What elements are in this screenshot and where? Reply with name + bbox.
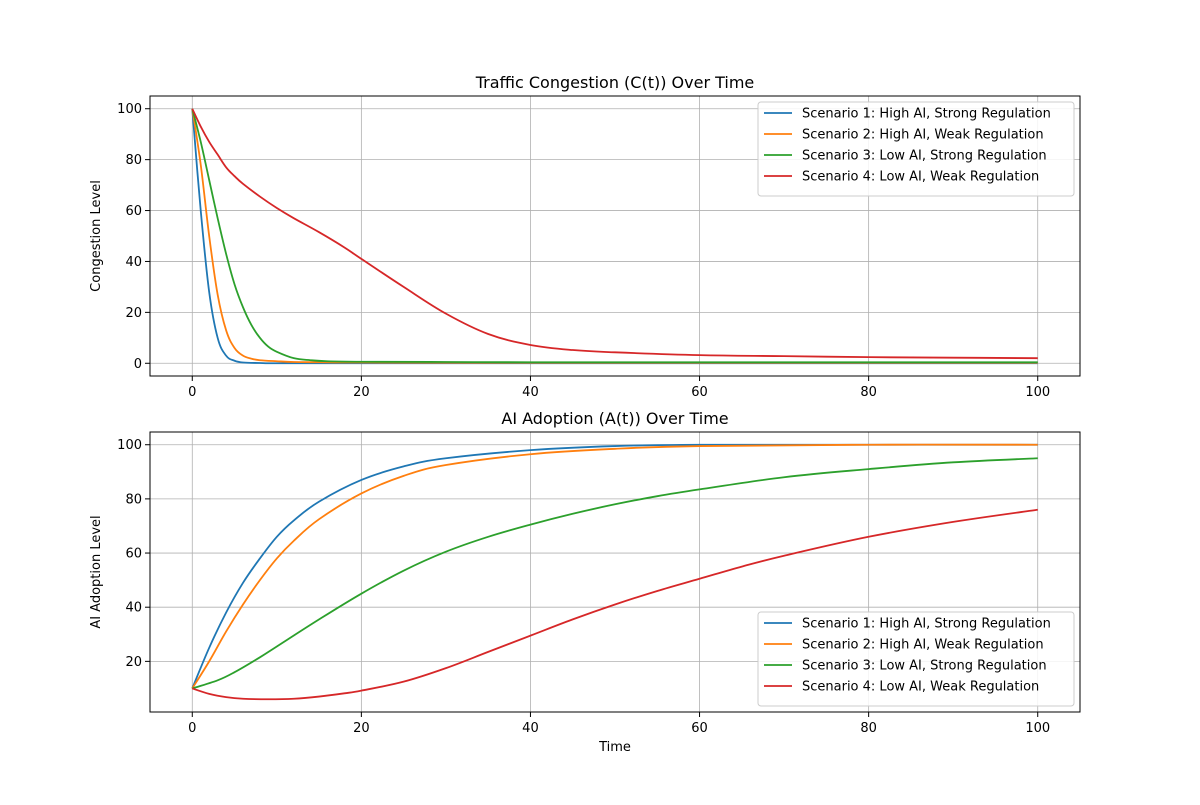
y-axis-label: AI Adoption Level: [89, 515, 104, 628]
y-tick-label: 40: [125, 601, 142, 616]
y-tick-label: 80: [125, 492, 142, 507]
y-tick-label: 80: [125, 153, 142, 168]
x-tick-label: 0: [188, 721, 196, 736]
x-tick-label: 60: [691, 385, 708, 400]
chart-title: AI Adoption (A(t)) Over Time: [501, 409, 728, 428]
legend-entry: Scenario 2: High AI, Weak Regulation: [802, 638, 1044, 653]
x-tick-label: 80: [860, 721, 877, 736]
y-axis-label: Congestion Level: [89, 180, 104, 292]
legend-entry: Scenario 1: High AI, Strong Regulation: [802, 107, 1051, 122]
y-tick-label: 20: [125, 306, 142, 321]
x-tick-label: 100: [1025, 721, 1050, 736]
series-line-2: [191, 443, 1038, 689]
x-tick-label: 40: [522, 385, 539, 400]
legend-entry: Scenario 4: Low AI, Weak Regulation: [802, 170, 1039, 185]
axes-frame: [149, 431, 1081, 713]
x-tick-label: 20: [353, 385, 370, 400]
subplot-1: 0 20 40 60 80 100 0 20 40 60 80 100 Traffic Congesti…: [89, 73, 1081, 400]
y-tick-label: 60: [125, 547, 142, 562]
legend-entry: Scenario 2: High AI, Weak Regulation: [802, 128, 1044, 143]
y-tick-label: 100: [117, 102, 142, 117]
legend: Scenario 1: High AI, Strong Regulation Sc…: [757, 611, 1075, 707]
y-tick-label: 100: [117, 438, 142, 453]
series-line-3: [191, 457, 1038, 690]
y-tick-label: 60: [125, 204, 142, 219]
y-tick-label: 40: [125, 255, 142, 270]
subplot-2: 0 20 40 60 80 100 20 40 60 80 100 AI Adoption (A(t)…: [89, 409, 1081, 755]
chart-title: Traffic Congestion (C(t)) Over Time: [475, 73, 755, 92]
legend-entry: Scenario 3: Low AI, Strong Regulation: [802, 659, 1047, 674]
legend-box: [757, 611, 1075, 707]
x-axis-label: Time: [598, 740, 631, 755]
x-tick-label: 80: [860, 385, 877, 400]
series-line-4: [191, 108, 1038, 360]
legend-entry: Scenario 3: Low AI, Strong Regulation: [802, 149, 1047, 164]
y-tick-label: 0: [134, 357, 142, 372]
axes-frame: [149, 95, 1081, 377]
x-tick-label: 0: [188, 385, 196, 400]
series-line-1: [191, 443, 1038, 689]
series-line-4: [191, 508, 1038, 701]
x-tick-label: 40: [522, 721, 539, 736]
legend-entry: Scenario 1: High AI, Strong Regulation: [802, 617, 1051, 632]
legend-box: [757, 101, 1075, 197]
x-tick-label: 100: [1025, 385, 1050, 400]
y-tick-label: 20: [125, 655, 142, 670]
x-tick-label: 20: [353, 721, 370, 736]
legend-entry: Scenario 4: Low AI, Weak Regulation: [802, 680, 1039, 695]
x-tick-label: 60: [691, 721, 708, 736]
legend: Scenario 1: High AI, Strong Regulation Sc…: [757, 101, 1075, 197]
series-line-3: [191, 108, 1038, 364]
